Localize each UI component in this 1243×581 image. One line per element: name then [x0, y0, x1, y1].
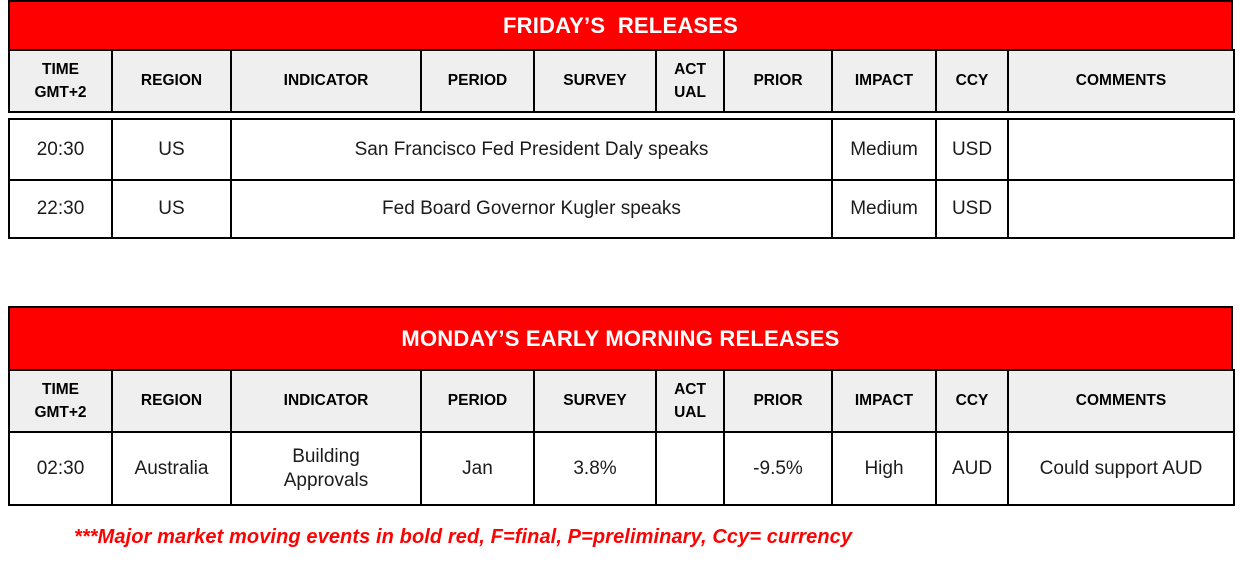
col-header-prior: PRIOR	[723, 49, 833, 113]
col-header-comments: COMMENTS	[1007, 49, 1235, 113]
friday-title-banner: FRIDAY’S RELEASES	[8, 0, 1233, 49]
table-row: 02:30 Australia Building Approvals Jan 3…	[8, 431, 1235, 506]
col-header-indicator: INDICATOR	[230, 49, 422, 113]
cell-period: Jan	[420, 431, 535, 506]
friday-header-table: TIME GMT+2 REGION INDICATOR PERIOD SURVE…	[8, 49, 1235, 113]
monday-table: TIME GMT+2 REGION INDICATOR PERIOD SURVE…	[8, 369, 1235, 506]
col-header-period: PERIOD	[420, 369, 535, 433]
cell-time: 22:30	[8, 179, 113, 239]
cell-ccy: AUD	[935, 431, 1009, 506]
cell-impact: Medium	[831, 179, 937, 239]
col-header-actual: ACT UAL	[655, 49, 725, 113]
cell-comments	[1007, 179, 1235, 239]
cell-region: US	[111, 118, 232, 181]
cell-indicator: Building Approvals	[230, 431, 422, 506]
monday-releases-table: MONDAY’S EARLY MORNING RELEASES TIME GMT…	[8, 306, 1235, 506]
cell-ccy: USD	[935, 118, 1009, 181]
col-header-prior: PRIOR	[723, 369, 833, 433]
col-header-impact: IMPACT	[831, 49, 937, 113]
friday-body-table: 20:30 US San Francisco Fed President Dal…	[8, 118, 1235, 239]
cell-event-merged: Fed Board Governor Kugler speaks	[230, 179, 833, 239]
table-row: 22:30 US Fed Board Governor Kugler speak…	[8, 179, 1235, 239]
monday-title: MONDAY’S EARLY MORNING RELEASES	[401, 325, 840, 351]
col-header-indicator: INDICATOR	[230, 369, 422, 433]
col-header-time: TIME GMT+2	[8, 49, 113, 113]
cell-event-merged: San Francisco Fed President Daly speaks	[230, 118, 833, 181]
col-header-actual: ACT UAL	[655, 369, 725, 433]
col-header-region: REGION	[111, 369, 232, 433]
header-body-divider-gap	[8, 113, 1233, 118]
cell-prior: -9.5%	[723, 431, 833, 506]
col-header-impact: IMPACT	[831, 369, 937, 433]
col-header-comments: COMMENTS	[1007, 369, 1235, 433]
cell-time: 02:30	[8, 431, 113, 506]
friday-title: FRIDAY’S RELEASES	[502, 12, 739, 38]
cell-impact: High	[831, 431, 937, 506]
table-row: 20:30 US San Francisco Fed President Dal…	[8, 118, 1235, 181]
footnote-legend: ***Major market moving events in bold re…	[74, 526, 853, 548]
monday-title-banner: MONDAY’S EARLY MORNING RELEASES	[8, 306, 1233, 369]
col-header-time: TIME GMT+2	[8, 369, 113, 433]
cell-ccy: USD	[935, 179, 1009, 239]
friday-releases-table: FRIDAY’S RELEASES TIME GMT+2 REGION INDI…	[8, 0, 1235, 239]
cell-survey: 3.8%	[533, 431, 657, 506]
cell-actual	[655, 431, 725, 506]
cell-region: Australia	[111, 431, 232, 506]
cell-comments	[1007, 118, 1235, 181]
column-header-row: TIME GMT+2 REGION INDICATOR PERIOD SURVE…	[8, 49, 1235, 113]
cell-comments: Could support AUD	[1007, 431, 1235, 506]
cell-region: US	[111, 179, 232, 239]
cell-time: 20:30	[8, 118, 113, 181]
cell-impact: Medium	[831, 118, 937, 181]
col-header-ccy: CCY	[935, 369, 1009, 433]
col-header-survey: SURVEY	[533, 49, 657, 113]
column-header-row: TIME GMT+2 REGION INDICATOR PERIOD SURVE…	[8, 369, 1235, 433]
col-header-ccy: CCY	[935, 49, 1009, 113]
col-header-period: PERIOD	[420, 49, 535, 113]
col-header-region: REGION	[111, 49, 232, 113]
col-header-survey: SURVEY	[533, 369, 657, 433]
